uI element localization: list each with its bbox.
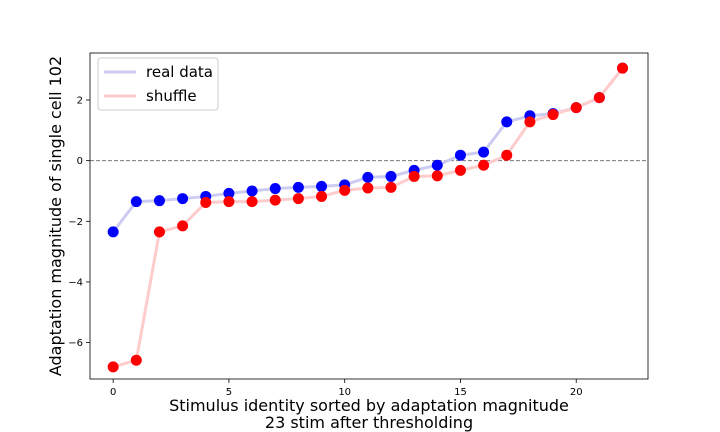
data-point-series0-15 [454,149,466,161]
data-point-series0-0 [107,226,119,238]
data-point-series1-8 [292,193,304,205]
data-point-series0-3 [177,193,189,205]
data-point-series0-12 [385,170,397,182]
data-point-series1-19 [547,109,559,121]
x-axis-label: Stimulus identity sorted by adaptation m… [169,396,569,415]
data-point-series1-0 [107,361,119,373]
data-point-series1-12 [385,181,397,193]
data-point-series0-5 [223,187,235,199]
data-point-series1-4 [200,197,212,209]
axis-ticks: 0 5 10 15 20 −6 −4 −2 0 2 [68,96,582,398]
data-point-series1-6 [246,196,258,208]
legend: real data shuffle [97,57,219,111]
data-point-series1-1 [130,354,142,366]
data-point-series0-6 [246,185,258,197]
data-point-series1-2 [153,226,165,238]
data-point-series0-14 [431,159,443,171]
data-point-series1-5 [223,196,235,208]
data-point-series0-7 [269,183,281,195]
y-axis-label: Adaptation magnitude of single cell 102 [46,56,65,376]
x-axis-label-line2: 23 stim after thresholding [265,413,473,432]
plot-area-frame [89,52,649,380]
data-point-series1-17 [501,149,513,161]
data-point-series0-1 [130,196,142,208]
data-point-series1-21 [593,92,605,104]
data-point-series0-9 [316,180,328,192]
x-tick-label: 20 [570,387,583,398]
y-tick-label: 2 [77,96,83,107]
data-point-series1-7 [269,194,281,206]
data-point-series1-14 [431,170,443,182]
data-point-series1-3 [177,220,189,232]
data-point-series0-8 [292,181,304,193]
y-tick-label: −6 [68,338,83,349]
legend-label-shuffle: shuffle [146,87,197,105]
data-point-series1-10 [339,184,351,196]
x-tick-label: 10 [338,387,351,398]
data-point-series0-17 [501,116,513,128]
data-point-series0-11 [362,171,374,183]
data-point-series1-9 [316,190,328,202]
data-point-series1-16 [478,159,490,171]
data-point-series1-20 [570,102,582,114]
y-tick-label: −4 [68,277,83,288]
data-point-series1-13 [408,170,420,182]
series-layer [90,62,648,373]
x-tick-label: 5 [226,387,232,398]
data-point-series0-16 [478,146,490,158]
data-point-series1-22 [617,62,629,74]
legend-label-real-data: real data [146,63,213,81]
data-point-series1-15 [454,164,466,176]
data-point-series1-18 [524,116,536,128]
data-point-series0-2 [153,195,165,207]
x-tick-label: 15 [454,387,467,398]
data-point-series1-11 [362,182,374,194]
x-tick-label: 0 [110,387,116,398]
y-tick-label: −2 [68,217,83,228]
y-tick-label: 0 [77,156,83,167]
